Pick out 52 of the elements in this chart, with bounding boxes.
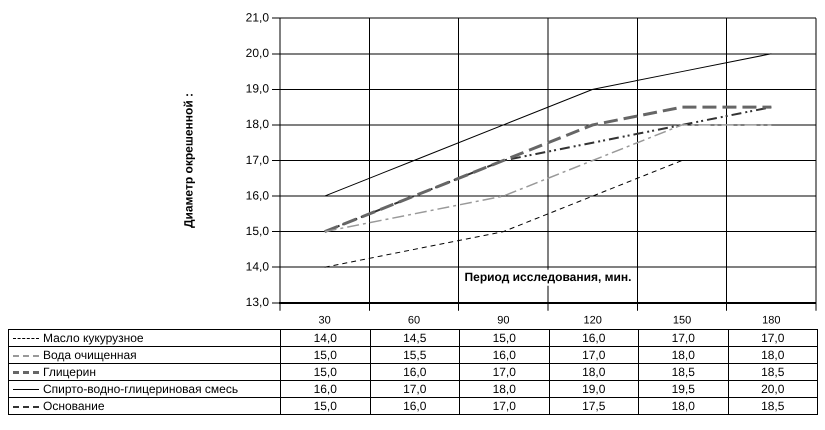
x-tick-label: 90 (497, 314, 510, 326)
data-label: 15,0 (280, 398, 370, 414)
data-label: 16,0 (370, 398, 460, 414)
data-label: 19,0 (549, 380, 638, 398)
data-label: 18,0 (460, 380, 549, 398)
data-label: 17,0 (460, 364, 549, 380)
data-label: 15,0 (460, 330, 549, 346)
x-axis-title: Период исследования, мин. (464, 270, 632, 284)
data-label: 18,0 (728, 346, 818, 364)
data-label: 14,5 (370, 330, 460, 346)
data-label: 20,0 (728, 380, 818, 398)
x-tick-label: 120 (583, 314, 602, 326)
y-tick-label: 17,0 (246, 152, 270, 167)
data-label: 19,5 (638, 380, 728, 398)
legend-label: Глицерин (43, 365, 96, 379)
data-label: 14,0 (280, 330, 370, 346)
data-label: 16,0 (460, 346, 549, 364)
legend-label: Спирто-водно-глицериновая смесь (43, 382, 238, 396)
y-tick-label: 21,0 (246, 10, 270, 25)
data-label: 17,0 (549, 346, 638, 364)
y-tick-label: 19,0 (246, 82, 270, 96)
y-tick-label: 14,0 (246, 260, 270, 274)
y-tick-label: 16,0 (246, 188, 270, 202)
data-label: 16,0 (549, 330, 638, 346)
x-tick-label: 30 (318, 314, 331, 326)
data-label: 15,0 (280, 346, 370, 364)
y-tick-label: 20,0 (246, 46, 270, 60)
x-tick-label: 60 (408, 314, 420, 326)
y-tick-label: 15,0 (246, 224, 270, 238)
legend-label: Вода очищенная (43, 348, 137, 362)
x-tick-label: 150 (672, 314, 692, 326)
y-axis-title: Диаметр окрешенной : (182, 92, 196, 228)
data-label: 17,0 (728, 330, 818, 346)
data-label: 17,0 (460, 398, 549, 414)
legend-label: Масло кукурузное (43, 331, 144, 345)
data-label: 17,0 (638, 330, 728, 346)
data-label: 15,0 (280, 364, 370, 380)
data-label: 18,0 (549, 364, 638, 380)
data-label: 18,0 (638, 398, 728, 414)
data-label: 18,5 (728, 398, 818, 414)
legend-label: Основание (43, 399, 105, 413)
data-label: 17,5 (549, 398, 638, 414)
data-label: 15,5 (370, 346, 460, 364)
y-tick-label: 18,0 (246, 117, 270, 132)
data-label: 16,0 (280, 380, 370, 398)
data-label: 18,5 (638, 364, 728, 380)
y-tick-label: 13,0 (246, 295, 270, 310)
data-label: 18,5 (728, 364, 818, 380)
data-label: 18,0 (638, 346, 728, 364)
data-label: 16,0 (370, 364, 460, 380)
data-label: 17,0 (370, 380, 460, 398)
x-tick-label: 180 (762, 314, 781, 326)
